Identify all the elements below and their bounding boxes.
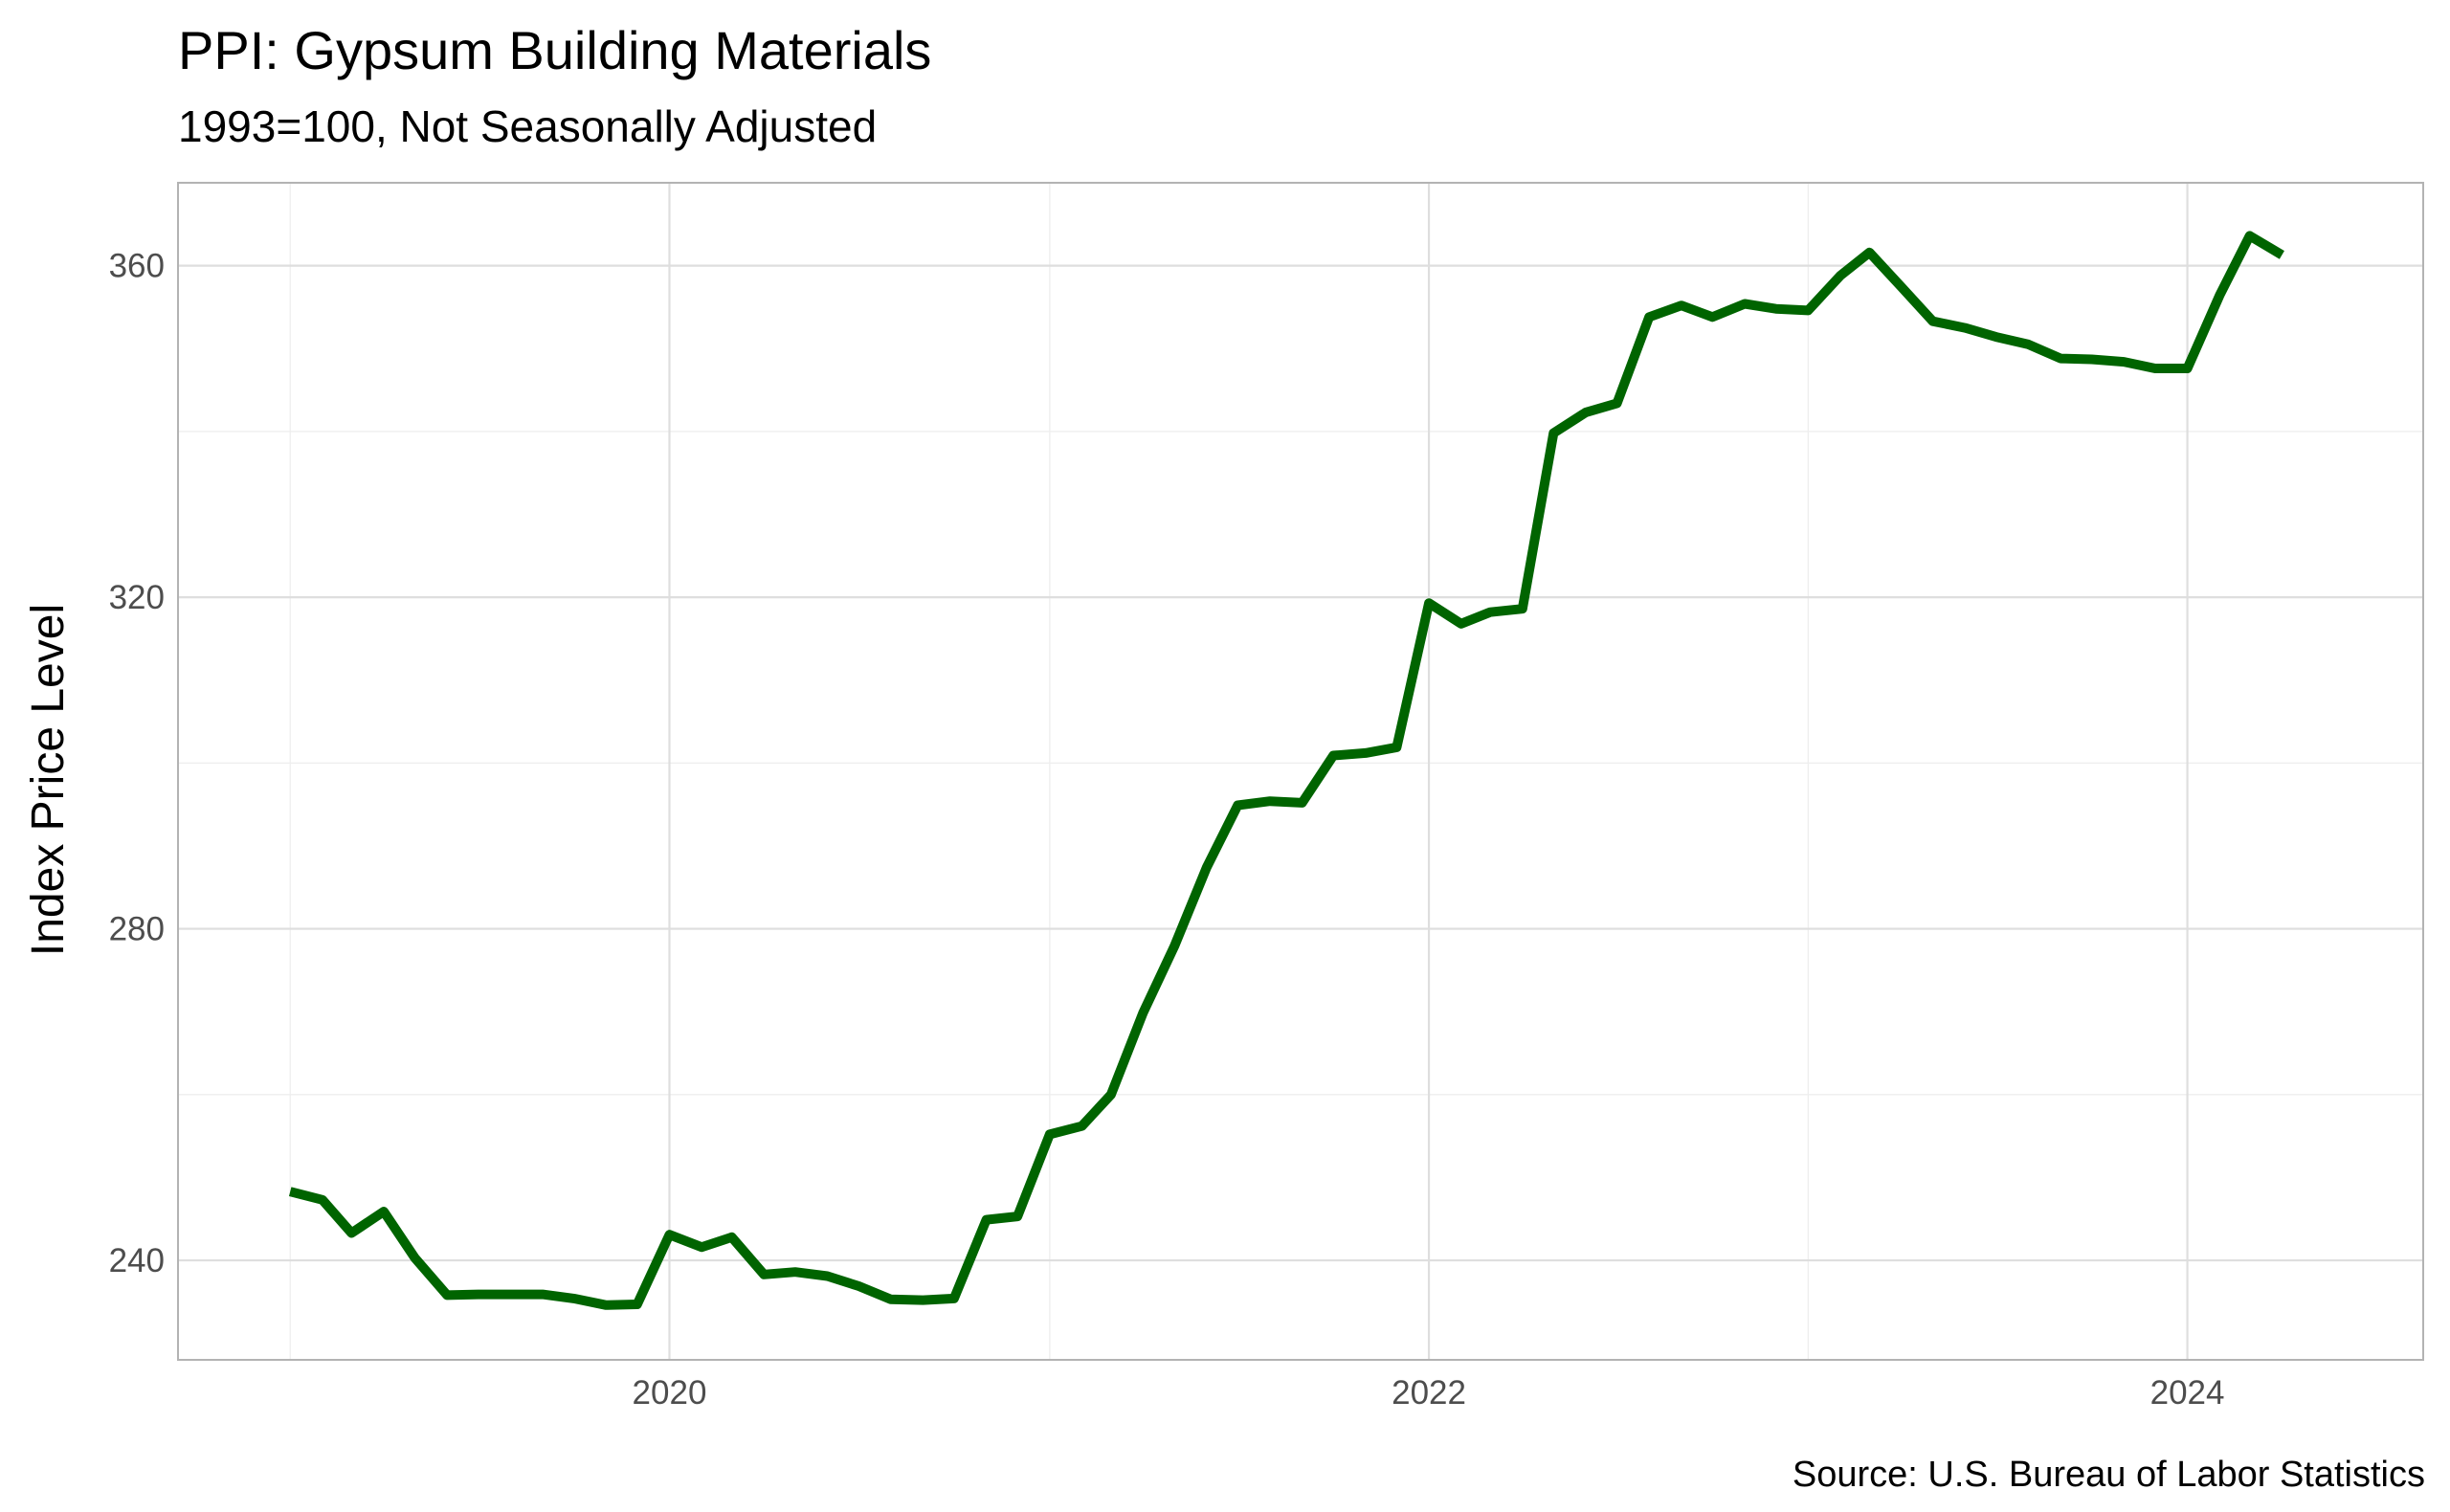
panel-border: [177, 182, 2424, 1361]
x-tick-label: 2024: [2150, 1374, 2225, 1412]
grid-layer: [178, 183, 2423, 1360]
x-tick-label: 2020: [633, 1374, 707, 1412]
series-line-ppi-gypsum: [288, 231, 2284, 1310]
chart-caption: Source: U.S. Bureau of Labor Statistics: [1793, 1455, 2425, 1495]
y-tick-label: 280: [109, 911, 165, 948]
y-tick-label: 320: [109, 579, 165, 616]
y-axis-title: Index Price Level: [23, 604, 74, 956]
y-axis-tick-labels: 240 280 320 360: [109, 248, 165, 1279]
x-tick-label: 2022: [1392, 1374, 1466, 1412]
y-tick-label: 240: [109, 1242, 165, 1279]
y-tick-label: 360: [109, 248, 165, 285]
chart-subtitle: 1993=100, Not Seasonally Adjusted: [178, 101, 877, 151]
chart-title: PPI: Gypsum Building Materials: [178, 20, 931, 80]
x-axis-tick-labels: 2020 2022 2024: [633, 1374, 2225, 1412]
